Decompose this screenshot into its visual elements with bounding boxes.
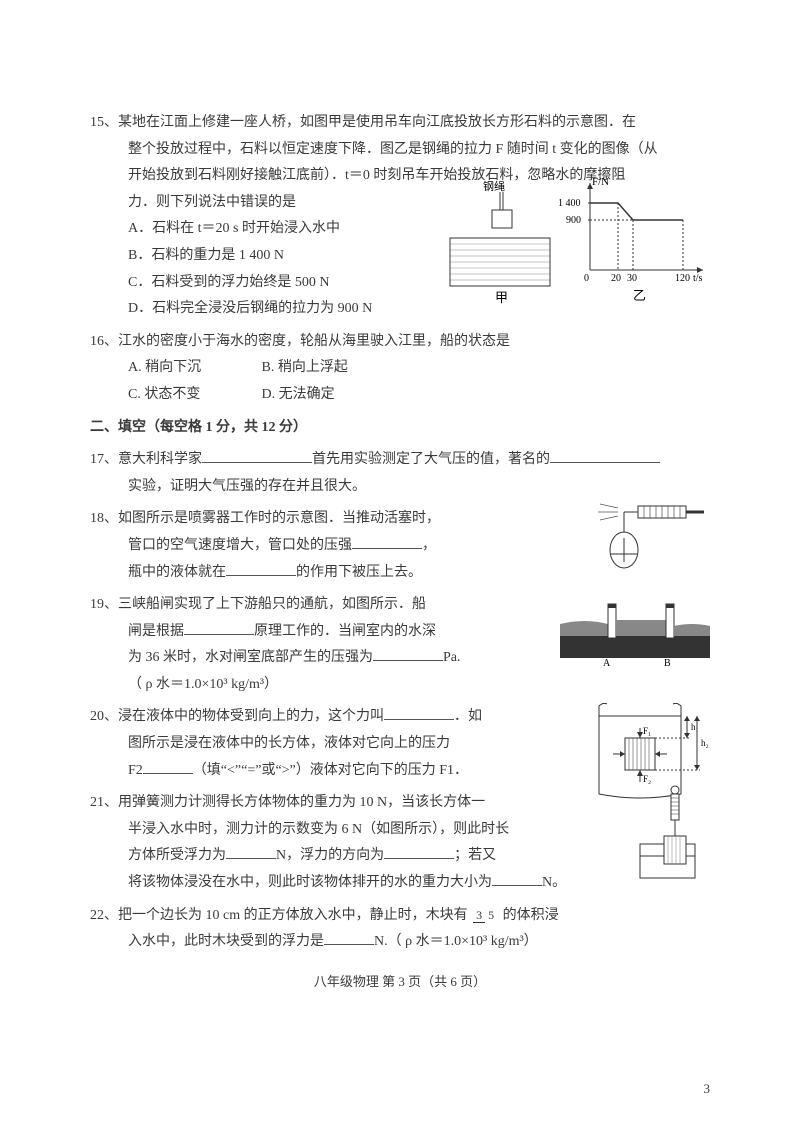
q19-figure-lock: A B xyxy=(560,596,710,666)
svg-text:B: B xyxy=(664,658,671,666)
svg-text:A: A xyxy=(603,658,611,666)
q22-num: 22、 xyxy=(90,908,118,923)
q15-figure-jia: 钢绳 甲 xyxy=(445,180,555,305)
svg-text:F₂: F₂ xyxy=(643,774,651,784)
svg-text:F/N: F/N xyxy=(592,176,609,188)
question-16: 16、江水的密度小于海水的密度，轮船从海里驶入江里，船的状态是 A. 稍向下沉 … xyxy=(90,329,710,409)
q21-t1: 用弹簧测力计测得长方体物体的重力为 10 N，当该长方体一 xyxy=(118,795,485,810)
q17-t3: 实验，证明大气压强的存在并且很大。 xyxy=(90,474,710,501)
q21-t4b: N。 xyxy=(542,875,566,890)
q15-figure-yi: F/N 1 400 900 0 20 30 120 t/s 乙 xyxy=(555,175,710,305)
q19-blank2 xyxy=(373,646,443,661)
q21-t3b: N，浮力的方向为 xyxy=(276,848,384,863)
svg-text:1 400: 1 400 xyxy=(558,198,581,209)
q17-num: 17、 xyxy=(90,452,118,467)
q21-t4a: 将该物体浸没在水中，则此时该物体排开的水的重力大小为 xyxy=(128,875,492,890)
q16-num: 16、 xyxy=(90,334,118,349)
q18-t3: 瓶中的液体就在 xyxy=(128,565,226,580)
q19-t2: 闸是根据 xyxy=(128,624,184,639)
q21-t2: 半浸入水中时，测力计的示数变为 6 N（如图所示），则此时长 xyxy=(90,817,610,844)
q20-blank1 xyxy=(384,705,454,720)
page-index: 3 xyxy=(704,1077,711,1102)
q21-blank3 xyxy=(492,871,542,886)
q20-num: 20、 xyxy=(90,709,118,724)
q19-t4: （ ρ 水＝1.0×10³ kg/m³） xyxy=(90,672,550,699)
q21-figure-spring xyxy=(630,784,700,884)
svg-text:120: 120 xyxy=(675,273,690,284)
q18-figure-sprayer xyxy=(580,502,710,572)
question-17: 17、意大利科学家 首先用实验测定了大气压的值，著名的 实验，证明大气压强的存在并… xyxy=(90,447,710,500)
q18-t2b: ， xyxy=(422,538,436,553)
section-2-heading: 二、填空（每空格 1 分，共 12 分） xyxy=(90,415,710,442)
question-21: 21、用弹簧测力计测得长方体物体的重力为 10 N，当该长方体一 半浸入水中时，… xyxy=(90,790,710,896)
q18-num: 18、 xyxy=(90,511,118,526)
q20-t3a: F2 xyxy=(128,763,143,778)
q22-t2b: N.（ ρ 水＝1.0×10³ kg/m³） xyxy=(374,934,538,949)
q17-t2: 首先用实验测定了大气压的值，著名的 xyxy=(312,452,550,467)
q19-num: 19、 xyxy=(90,597,118,612)
q21-num: 21、 xyxy=(90,795,118,810)
q17-blank1 xyxy=(202,448,312,463)
q15-stem1: 某地在江面上修建一座人桥，如图甲是使用吊车向江底投放长方形石料的示意图．在 xyxy=(118,115,636,130)
q19-t3b: Pa. xyxy=(443,650,461,665)
svg-text:20: 20 xyxy=(611,273,621,284)
q22-fraction: 35 xyxy=(473,909,497,921)
q20-t1b: ．如 xyxy=(454,709,482,724)
svg-text:钢绳: 钢绳 xyxy=(483,180,505,193)
q22-t1b: 的体积浸 xyxy=(503,908,559,923)
q19-t3: 为 36 米时，水对闸室底部产生的压强为 xyxy=(128,650,373,665)
q17-blank2 xyxy=(550,448,660,463)
q16-optA: A. 稍向下沉 xyxy=(128,355,258,382)
q19-t2b: 原理工作的．当闸室内的水深 xyxy=(254,624,436,639)
q18-t1: 如图所示是喷雾器工作时的示意图．当推动活塞时， xyxy=(118,511,440,526)
q18-t2: 管口的空气速度增大，管口处的压强 xyxy=(128,538,352,553)
question-18: 18、如图所示是喷雾器工作时的示意图．当推动活塞时， 管口的空气速度增大，管口处… xyxy=(90,506,710,586)
svg-text:F₁: F₁ xyxy=(643,726,651,736)
q16-optC: C. 状态不变 xyxy=(128,382,258,409)
q20-t3b: （填“<”“=”或“>”）液体对它向下的压力 F1． xyxy=(193,763,468,778)
q22-t1a: 把一个边长为 10 cm 的正方体放入水中，静止时，木块有 xyxy=(118,908,468,923)
svg-text:乙: 乙 xyxy=(633,288,646,303)
q21-blank1 xyxy=(226,844,276,859)
q18-blank1 xyxy=(352,534,422,549)
q22-t2a: 入水中，此时木块受到的浮力是 xyxy=(128,934,324,949)
q22-blank1 xyxy=(324,930,374,945)
q17-t1: 意大利科学家 xyxy=(118,452,202,467)
svg-text:900: 900 xyxy=(566,215,581,226)
q20-t2: 图所示是浸在液体中的长方体，液体对它向上的压力 xyxy=(90,731,580,758)
q16-optB: B. 稍向上浮起 xyxy=(262,355,392,382)
question-15: 15、某地在江面上修建一座人桥，如图甲是使用吊车向江底投放长方形石料的示意图．在… xyxy=(90,110,710,323)
q21-blank2 xyxy=(384,844,454,859)
svg-text:甲: 甲 xyxy=(495,290,508,305)
question-20: 20、浸在液体中的物体受到向上的力，这个力叫 ．如 图所示是浸在液体中的长方体，液… xyxy=(90,704,710,784)
svg-text:30: 30 xyxy=(627,273,637,284)
q20-t1: 浸在液体中的物体受到向上的力，这个力叫 xyxy=(118,709,384,724)
q21-t3c: ；若又 xyxy=(454,848,496,863)
q18-t3b: 的作用下被压上去。 xyxy=(296,565,422,580)
question-22: 22、把一个边长为 10 cm 的正方体放入水中，静止时，木块有 35 的体积浸… xyxy=(90,903,710,956)
q19-blank1 xyxy=(184,619,254,634)
q15-num: 15、 xyxy=(90,115,118,130)
svg-text:0: 0 xyxy=(584,273,589,284)
q20-blank2 xyxy=(143,758,193,773)
q18-blank2 xyxy=(226,560,296,575)
svg-text:t/s: t/s xyxy=(693,273,703,284)
page-footer: 八年级物理 第 3 页（共 6 页） xyxy=(90,970,710,995)
question-19: 19、三峡船闸实现了上下游船只的通航，如图所示．船 闸是根据 原理工作的．当闸室内… xyxy=(90,592,710,698)
q16-optD: D. 无法确定 xyxy=(262,382,392,409)
svg-text:h₂: h₂ xyxy=(701,738,709,748)
q21-t3a: 方体所受浮力为 xyxy=(128,848,226,863)
q19-t1: 三峡船闸实现了上下游船只的通航，如图所示．船 xyxy=(118,597,426,612)
q15-stem2: 整个投放过程中，石料以恒定速度下降．图乙是钢绳的拉力 F 随时间 t 变化的图像… xyxy=(90,137,710,164)
q16-stem: 江水的密度小于海水的密度，轮船从海里驶入江里，船的状态是 xyxy=(118,334,510,349)
